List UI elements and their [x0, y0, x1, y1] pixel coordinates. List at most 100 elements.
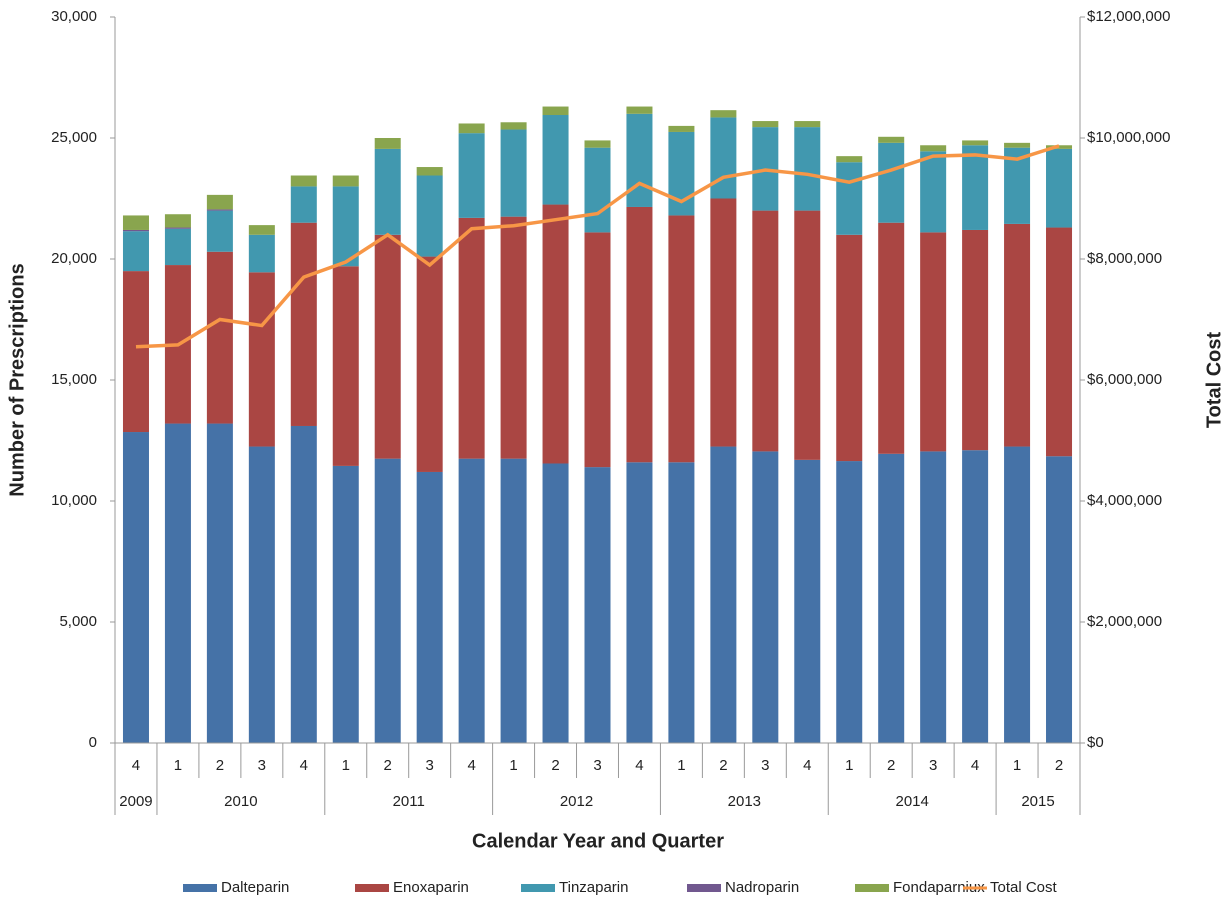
bar-segment	[584, 147, 611, 233]
bar-segment	[710, 117, 737, 199]
bar-segment	[626, 462, 653, 743]
bar-segment	[1004, 142, 1031, 148]
y-tick-label: 25,000	[51, 129, 97, 146]
x-tick-label: 1	[342, 757, 350, 774]
year-label: 2012	[560, 793, 593, 810]
bar-segment	[416, 175, 443, 257]
x-tick-label: 4	[132, 757, 140, 774]
bar-segment	[206, 251, 233, 424]
y-tick-label: 0	[89, 734, 97, 751]
bar-segment	[542, 463, 569, 743]
legend-swatch	[687, 884, 721, 892]
bar-segment	[374, 148, 401, 235]
legend-label: Nadroparin	[725, 879, 799, 896]
legend-swatch	[183, 884, 217, 892]
x-tick-label: 4	[635, 757, 643, 774]
bar-segment	[206, 209, 233, 211]
bar-segment	[1004, 446, 1031, 743]
y-tick-label: 10,000	[51, 492, 97, 509]
bar-segment	[122, 271, 149, 433]
y2-tick-label: $6,000,000	[1087, 371, 1162, 388]
bar-segment	[290, 222, 317, 426]
year-label: 2011	[393, 793, 425, 810]
bar-segment	[290, 175, 317, 187]
bar-segment	[122, 229, 149, 232]
x-tick-label: 3	[258, 757, 266, 774]
x-tick-label: 2	[384, 757, 392, 774]
bar-segment	[710, 110, 737, 118]
bar-segment	[878, 136, 905, 143]
bar-segment	[500, 122, 527, 130]
bar-segment	[332, 186, 359, 267]
bar-segment	[668, 215, 695, 463]
bar-segment	[1046, 148, 1073, 228]
x-tick-label: 4	[971, 757, 979, 774]
bar-segment	[248, 272, 275, 447]
bar-segment	[962, 140, 989, 146]
bar-segment	[206, 423, 233, 743]
bar-segment	[752, 121, 779, 128]
y2-tick-label: $12,000,000	[1087, 8, 1170, 25]
bar-segment	[710, 198, 737, 447]
bar-segment	[332, 465, 359, 743]
bar-segment	[164, 214, 191, 228]
bar-segment	[920, 451, 947, 743]
bar-segment	[962, 145, 989, 230]
bar-segment	[1046, 456, 1073, 743]
year-label: 2013	[728, 793, 761, 810]
y2-axis-title: Total Cost	[1203, 332, 1225, 429]
bar-segment	[248, 225, 275, 235]
y2-tick-label: $10,000,000	[1087, 129, 1170, 146]
bar-segment	[794, 127, 821, 211]
bar-segment	[584, 232, 611, 468]
legend-label: Enoxaparin	[393, 879, 469, 896]
bar-segment	[374, 138, 401, 149]
y2-tick-label: $8,000,000	[1087, 250, 1162, 267]
bar-segment	[164, 423, 191, 743]
bar-segment	[626, 113, 653, 207]
year-label: 2015	[1021, 793, 1054, 810]
year-label: 2014	[895, 793, 928, 810]
bar-segment	[290, 425, 317, 743]
y-tick-label: 20,000	[51, 250, 97, 267]
bar-segment	[1004, 223, 1031, 447]
bar-segment	[920, 232, 947, 452]
bar-segment	[500, 458, 527, 743]
legend-swatch	[855, 884, 889, 892]
x-tick-label: 3	[426, 757, 434, 774]
legend-label: Tinzaparin	[559, 879, 628, 896]
bar-segment	[122, 215, 149, 230]
bar-segment	[206, 194, 233, 210]
x-tick-label: 2	[551, 757, 559, 774]
bar-segment	[500, 129, 527, 217]
x-tick-label: 1	[509, 757, 517, 774]
x-axis-title: Calendar Year and Quarter	[472, 830, 724, 852]
x-tick-label: 3	[761, 757, 769, 774]
y2-tick-label: $4,000,000	[1087, 492, 1162, 509]
bar-segment	[962, 229, 989, 451]
bar-segment	[374, 458, 401, 743]
bar-segment	[794, 459, 821, 743]
bar-segment	[584, 140, 611, 148]
bar-segment	[248, 234, 275, 273]
bar-segment	[164, 227, 191, 229]
legend-label: Dalteparin	[221, 879, 289, 896]
x-tick-label: 2	[1055, 757, 1063, 774]
bar-segment	[332, 266, 359, 466]
x-tick-label: 4	[803, 757, 811, 774]
bar-segment	[416, 471, 443, 743]
bar-segment	[542, 106, 569, 116]
year-label: 2010	[224, 793, 257, 810]
bar-segment	[962, 450, 989, 743]
bar-segment	[878, 142, 905, 223]
bar-segment	[206, 210, 233, 252]
bar-segment	[626, 206, 653, 463]
x-tick-label: 4	[300, 757, 308, 774]
x-tick-label: 2	[719, 757, 727, 774]
bar-segment	[122, 231, 149, 272]
x-tick-label: 1	[677, 757, 685, 774]
bar-segment	[458, 123, 485, 134]
bar-segment	[1046, 227, 1073, 457]
y-axis-title: Number of Prescriptions	[6, 263, 28, 496]
